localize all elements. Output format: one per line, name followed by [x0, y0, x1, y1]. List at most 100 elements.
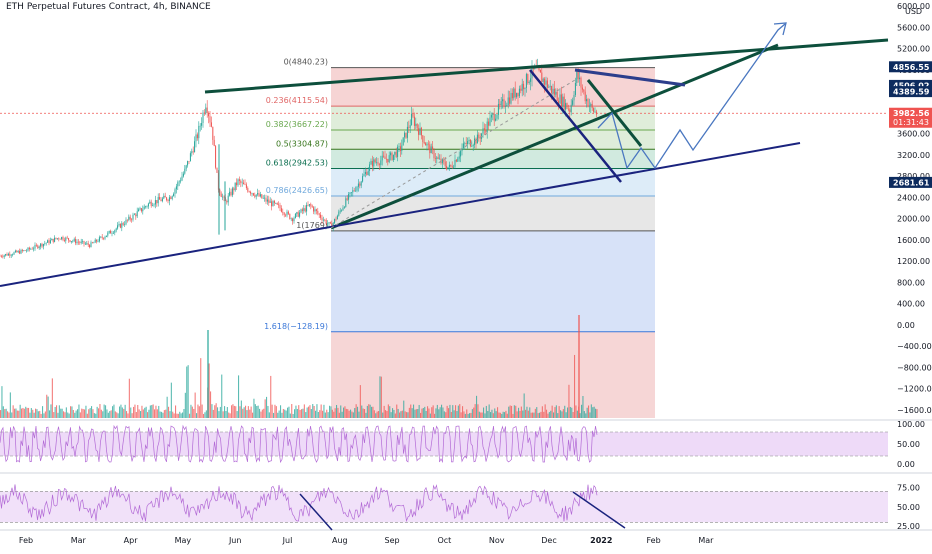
volume-bar: [100, 409, 102, 418]
candle-body: [202, 112, 204, 124]
candle-body: [342, 207, 344, 211]
price-tick-label: −1200.00: [897, 385, 932, 394]
candle-body: [23, 250, 25, 251]
candle-body: [433, 149, 435, 159]
volume-bar: [365, 412, 367, 418]
candle-body: [580, 77, 582, 88]
candle-body: [47, 240, 49, 243]
volume-bar: [484, 413, 486, 418]
candle-body: [303, 208, 305, 211]
volume-bar: [488, 404, 490, 418]
volume-bar: [418, 404, 420, 418]
volume-bar: [225, 410, 227, 418]
volume-bar: [564, 405, 566, 418]
volume-bar: [548, 412, 550, 418]
volume-bar: [275, 406, 277, 418]
volume-bar: [74, 412, 76, 418]
candle-body: [576, 71, 578, 83]
volume-bar: [368, 404, 370, 418]
price-tick-label: 3600.00: [897, 130, 930, 139]
price-tick-label: 2000.00: [897, 215, 930, 224]
volume-bar: [491, 409, 493, 418]
volume-bar: [270, 375, 272, 418]
volume-bar: [284, 409, 286, 418]
candle-body: [276, 202, 278, 205]
volume-bar: [396, 404, 398, 418]
oscillator-2-tick-label: 75.00: [897, 484, 920, 493]
candle-body: [244, 184, 246, 185]
volume-bar: [554, 407, 556, 418]
volume-bar: [343, 407, 345, 418]
volume-bar: [404, 411, 406, 418]
volume-bar: [184, 392, 186, 418]
candle-body: [479, 137, 481, 139]
candle-body: [160, 199, 162, 202]
candle-body: [411, 113, 413, 126]
candle-body: [265, 197, 267, 202]
candle-body: [331, 223, 333, 228]
candle-body: [296, 212, 298, 214]
candle-body: [91, 242, 93, 243]
volume-bar: [519, 410, 521, 418]
candle-body: [572, 100, 574, 105]
volume-bar: [359, 385, 361, 418]
candle-body: [209, 116, 211, 123]
volume-bar: [116, 412, 118, 418]
volume-bar: [165, 409, 167, 418]
candle-body: [586, 99, 588, 102]
volume-bar: [452, 405, 454, 418]
candle-body: [441, 159, 443, 164]
candle-body: [392, 154, 394, 160]
candle-body: [54, 237, 56, 242]
candle-body: [376, 162, 378, 163]
volume-bar: [78, 404, 80, 418]
candle-body: [398, 146, 400, 147]
candle-body: [133, 214, 135, 216]
volume-bar: [114, 411, 116, 418]
price-tick-label: 6000.00: [897, 2, 930, 11]
volume-bar: [533, 412, 535, 418]
candle-body: [28, 247, 30, 250]
volume-bar: [268, 412, 270, 418]
time-axis-label: Feb: [647, 536, 661, 545]
volume-bar: [103, 404, 105, 418]
candle-body: [577, 71, 579, 80]
volume-bar: [355, 404, 357, 418]
candle-body: [173, 193, 175, 197]
volume-bar: [372, 406, 374, 418]
candle-body: [7, 253, 9, 256]
volume-bar: [1, 386, 3, 418]
candle-body: [556, 91, 558, 101]
volume-bar: [568, 384, 570, 418]
candle-body: [185, 165, 187, 169]
volume-bar: [354, 408, 356, 418]
candle-body: [175, 186, 177, 190]
candle-body: [453, 166, 455, 168]
candle-body: [339, 210, 341, 212]
candle-body: [457, 158, 459, 162]
candle-body: [304, 208, 306, 212]
price-tick-label: −1600.00: [897, 406, 932, 415]
candle-body: [132, 214, 134, 220]
volume-bar: [9, 392, 11, 418]
volume-bar: [499, 412, 501, 418]
volume-bar: [441, 404, 443, 418]
candle-body: [75, 239, 77, 244]
candle-body: [405, 132, 407, 138]
volume-bar: [40, 413, 42, 418]
candle-body: [174, 189, 176, 194]
volume-bar: [333, 411, 335, 418]
volume-bar: [39, 410, 41, 418]
volume-bar: [547, 413, 549, 418]
candle-body: [348, 194, 350, 200]
time-axis-label: Feb: [19, 536, 33, 545]
candle-body: [272, 201, 274, 207]
volume-bar: [5, 408, 7, 418]
volume-bar: [436, 404, 438, 418]
candle-body: [520, 88, 522, 91]
volume-bar: [113, 404, 115, 418]
candle-body: [503, 99, 505, 107]
candle-body: [196, 134, 198, 139]
volume-bar: [138, 409, 140, 418]
